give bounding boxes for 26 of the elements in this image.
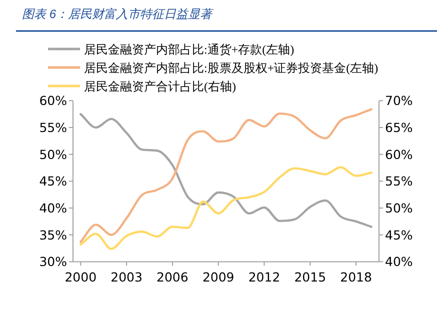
y-tick-label: 45%	[39, 174, 68, 189]
chart-title: 图表 6：居民财富入市特征日益显著	[22, 7, 214, 21]
legend-label: 居民金融资产内部占比:股票及股权+证券投资基金(左轴)	[84, 61, 378, 75]
legend-label: 居民金融资产合计占比(右轴)	[84, 80, 236, 94]
x-tick-label: 2003	[110, 270, 142, 285]
y2-tick-label: 60%	[385, 146, 413, 162]
y2-tick-label: 55%	[385, 174, 413, 189]
legend-label: 居民金融资产内部占比:通货+存款(左轴)	[84, 42, 294, 56]
y-tick-label: 40%	[39, 200, 68, 216]
y2-tick-label: 65%	[385, 120, 413, 136]
x-tick-label: 2000	[64, 270, 97, 285]
y2-tick-label: 70%	[385, 93, 413, 108]
x-tick-label: 2015	[294, 270, 326, 285]
y-tick-label: 30%	[39, 254, 68, 270]
y-tick-label: 60%	[39, 93, 68, 108]
y2-tick-label: 40%	[385, 254, 413, 270]
x-tick-label: 2012	[248, 270, 280, 285]
line-series	[80, 166, 372, 250]
y2-tick-label: 50%	[385, 200, 413, 216]
x-tick-label: 2018	[340, 270, 372, 285]
x-tick-label: 2006	[156, 270, 188, 285]
y-tick-label: 50%	[39, 146, 68, 162]
x-tick-label: 2009	[202, 270, 234, 285]
y-tick-label: 35%	[39, 227, 68, 242]
y2-tick-label: 45%	[385, 227, 413, 242]
y-tick-label: 55%	[39, 120, 68, 136]
